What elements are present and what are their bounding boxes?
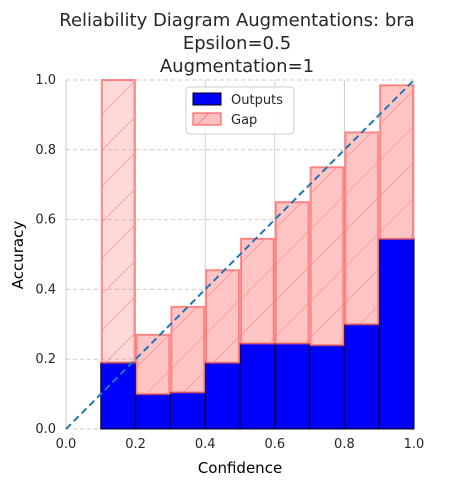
- output-bar-8: [378, 238, 415, 430]
- chart-title-line-1: Reliability Diagram Augmentations: bra: [59, 10, 414, 31]
- gap-hatch-7: [345, 132, 379, 325]
- gap-hatch-6: [310, 167, 344, 346]
- output-bar-2: [169, 391, 206, 430]
- gap-hatch-2: [171, 306, 205, 393]
- legend: Outputs Gap: [185, 86, 295, 135]
- legend-swatch-gap-hatch: [196, 112, 210, 126]
- output-bar-1: [135, 393, 171, 430]
- x-axis-label: Confidence: [198, 459, 282, 477]
- legend-label-gap: Gap: [231, 113, 257, 128]
- output-bars: [100, 238, 415, 430]
- output-bar-7: [343, 323, 380, 430]
- chart-title-line-3: Augmentation=1: [160, 56, 314, 77]
- gap-hatch-8: [380, 85, 413, 239]
- perfect-calibration-line: [65, 79, 415, 430]
- gap-hatch-5: [275, 202, 309, 344]
- y-tick-label-3: 0.6: [35, 213, 56, 228]
- y-tick-label-4: 0.8: [35, 143, 56, 158]
- chart-title-line-2: Epsilon=0.5: [183, 33, 291, 54]
- x-tick-label-5: 1.0: [404, 437, 425, 452]
- gap-bars: [100, 79, 415, 396]
- gap-hatch-1: [136, 334, 170, 395]
- y-tick-label-2: 0.4: [35, 282, 56, 297]
- y-tick-label-5: 1.0: [35, 73, 56, 88]
- legend-swatch-outputs: [192, 92, 222, 106]
- gap-hatch-3: [206, 270, 239, 363]
- y-tick-labels: 0.0 0.2 0.4 0.6 0.8 1.0: [35, 73, 56, 437]
- x-tick-label-2: 0.4: [195, 437, 216, 452]
- output-bar-0: [100, 362, 137, 430]
- output-bar-6: [309, 344, 345, 430]
- output-bar-3: [204, 362, 241, 430]
- gap-hatch-0: [101, 80, 135, 363]
- x-tick-label-3: 0.6: [264, 437, 285, 452]
- legend-label-outputs: Outputs: [231, 93, 283, 108]
- output-bar-5: [274, 342, 311, 430]
- output-bar-4: [239, 342, 276, 430]
- y-tick-label-1: 0.2: [35, 352, 56, 367]
- x-tick-labels: 0.0 0.2 0.4 0.6 0.8 1.0: [56, 437, 425, 452]
- x-tick-label-1: 0.2: [125, 437, 146, 452]
- gap-hatch-4: [241, 238, 274, 344]
- y-tick-label-0: 0.0: [35, 422, 56, 437]
- x-tick-label-0: 0.0: [56, 437, 77, 452]
- x-tick-label-4: 0.8: [334, 437, 355, 452]
- y-axis-label: Accuracy: [9, 221, 27, 290]
